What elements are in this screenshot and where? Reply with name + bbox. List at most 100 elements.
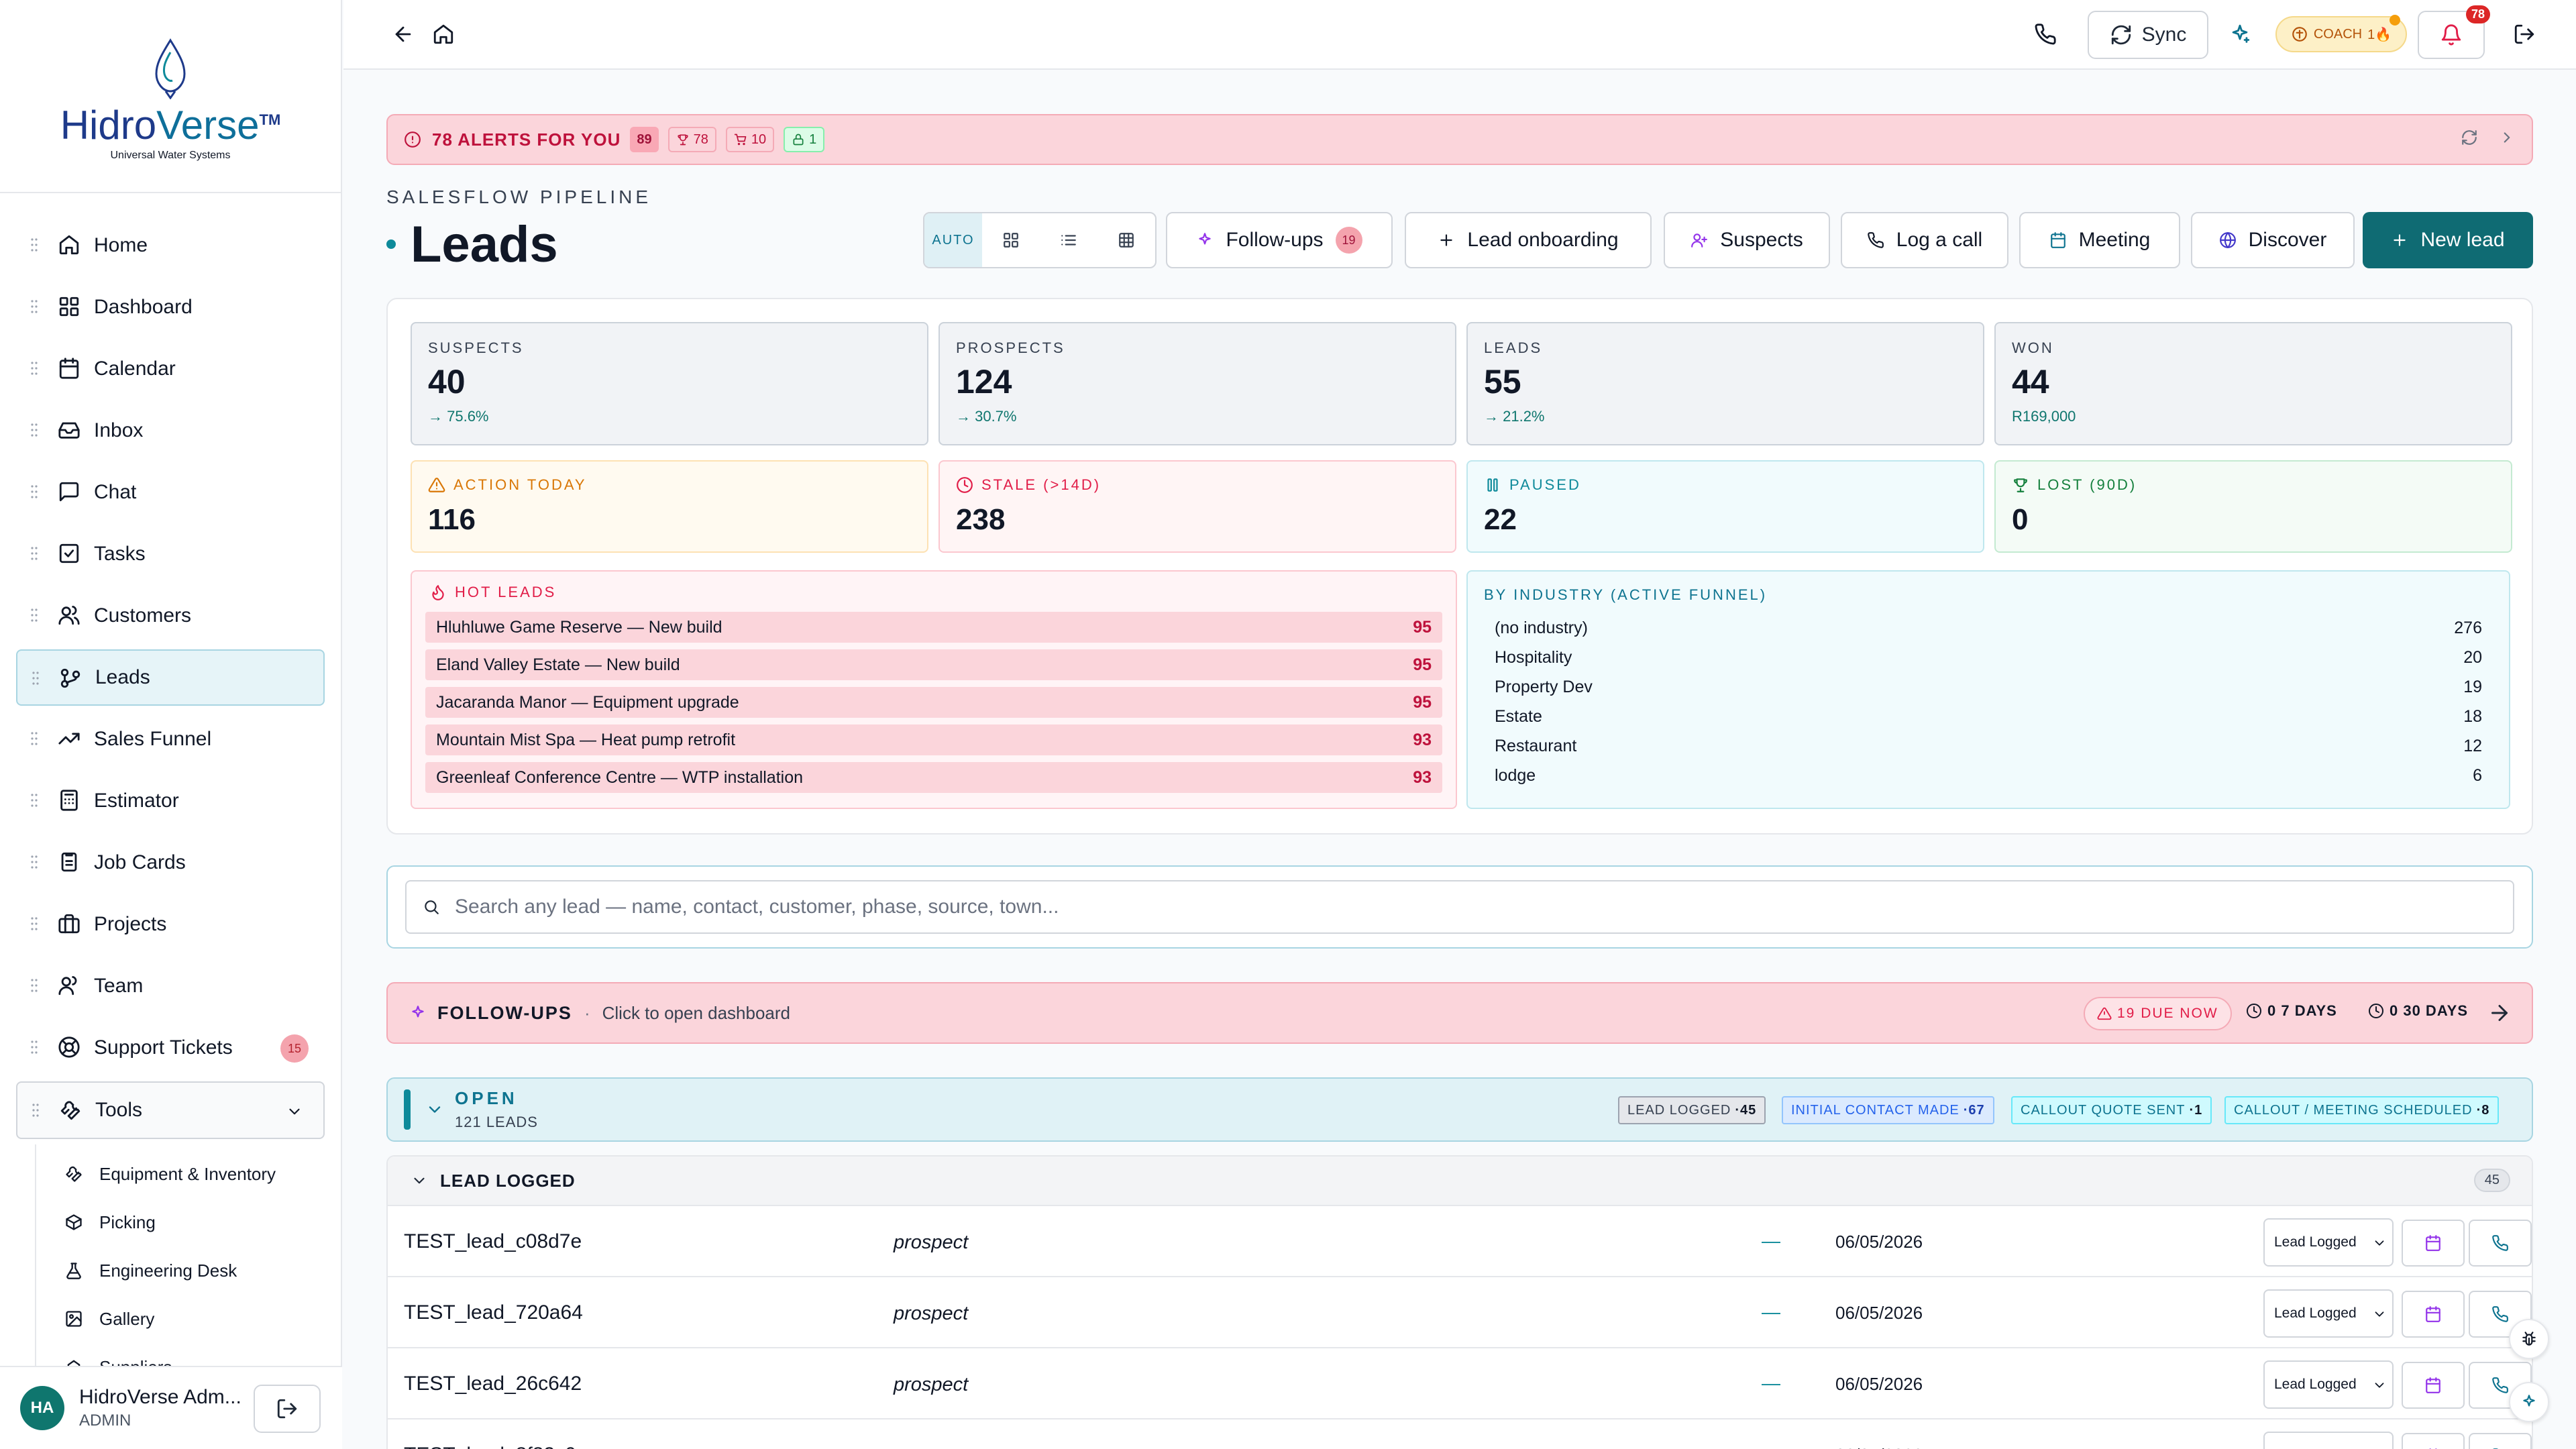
table-row[interactable]: TEST_lead_8f83c0 prospect — 06/05/2026 Lead …	[388, 1419, 2532, 1449]
drag-handle-icon[interactable]	[31, 916, 38, 931]
chevron-down-icon[interactable]	[411, 1172, 428, 1189]
schedule-button[interactable]	[2402, 1220, 2465, 1267]
view-grid-button[interactable]	[982, 213, 1040, 267]
chevron-right-icon[interactable]	[2498, 129, 2516, 146]
drag-handle-icon[interactable]	[31, 978, 38, 993]
new-lead-button[interactable]: New lead	[2363, 212, 2533, 268]
bug-report-button[interactable]	[2509, 1319, 2549, 1359]
drag-handle-icon[interactable]	[31, 484, 38, 499]
schedule-button[interactable]	[2402, 1291, 2465, 1338]
drag-handle-icon[interactable]	[31, 855, 38, 869]
coach-button[interactable]: COACH 1🔥	[2275, 15, 2407, 52]
sidebar-item-sales-funnel[interactable]: Sales Funnel	[16, 711, 325, 767]
drag-handle-icon[interactable]	[31, 546, 38, 561]
sidebar-item-customers[interactable]: Customers	[16, 588, 325, 644]
drag-handle-icon[interactable]	[31, 237, 38, 252]
phase-select[interactable]: Lead Logged	[2263, 1360, 2394, 1409]
sidebar-item-projects[interactable]: Projects	[16, 896, 325, 953]
hot-lead-row[interactable]: Jacaranda Manor — Equipment upgrade 95	[425, 687, 1442, 718]
industry-row[interactable]: Property Dev 19	[1484, 672, 2493, 702]
sidebar-item-dashboard[interactable]: Dashboard	[16, 279, 325, 335]
followups-bar[interactable]: FOLLOW-UPS · Click to open dashboard 19 …	[386, 982, 2533, 1044]
sync-button[interactable]: Sync	[2088, 11, 2208, 59]
followups-7-days[interactable]: 0 7 DAYS	[2246, 1002, 2337, 1020]
call-button[interactable]	[2469, 1220, 2532, 1267]
phase-select[interactable]: Lead Logged	[2263, 1289, 2394, 1338]
submenu-item-engineering-desk[interactable]: Engineering Desk	[64, 1246, 325, 1295]
avatar[interactable]: HA	[20, 1386, 64, 1430]
lead-name[interactable]: TEST_lead_8f83c0	[404, 1444, 576, 1449]
drag-handle-icon[interactable]	[31, 793, 38, 808]
sidebar-item-home[interactable]: Home	[16, 217, 325, 274]
lead-name[interactable]: TEST_lead_720a64	[404, 1301, 583, 1324]
sidebar-item-tasks[interactable]: Tasks	[16, 526, 325, 582]
sidebar-item-team[interactable]: Team	[16, 958, 325, 1014]
industry-row[interactable]: Estate 18	[1484, 702, 2493, 731]
phase-chip-initial-contact[interactable]: INITIAL CONTACT MADE ·67	[1782, 1096, 1994, 1124]
alerts-banner[interactable]: 78 ALERTS FOR YOU 89 78 10 1	[386, 114, 2533, 165]
log-call-button[interactable]: Log a call	[1841, 212, 2008, 268]
alerts-total-chip[interactable]: 89	[630, 127, 659, 152]
sidebar-item-tools[interactable]: Tools	[16, 1081, 325, 1139]
phase-select[interactable]: Lead Logged	[2263, 1218, 2394, 1267]
lead-onboarding-button[interactable]: Lead onboarding	[1405, 212, 1652, 268]
ai-assistant-button[interactable]	[2509, 1382, 2549, 1422]
alerts-cart-chip[interactable]: 10	[725, 127, 775, 152]
discover-button[interactable]: Discover	[2191, 212, 2355, 268]
phase-chip-callout-meeting[interactable]: CALLOUT / MEETING SCHEDULED ·8	[2224, 1096, 2500, 1124]
sidebar-item-inbox[interactable]: Inbox	[16, 402, 325, 459]
notifications-button[interactable]: 78	[2418, 5, 2490, 59]
mini-stat-action-today[interactable]: ACTION TODAY 116	[411, 460, 928, 553]
back-button[interactable]	[392, 23, 416, 47]
drag-handle-icon[interactable]	[31, 423, 38, 437]
alerts-lock-chip[interactable]: 1	[784, 127, 825, 152]
drag-handle-icon[interactable]	[31, 608, 38, 623]
sidebar-logout-button[interactable]	[254, 1385, 321, 1433]
view-auto-button[interactable]: AUTO	[924, 213, 982, 267]
schedule-button[interactable]	[2402, 1362, 2465, 1409]
sidebar-item-chat[interactable]: Chat	[16, 464, 325, 521]
suspects-button[interactable]: Suspects	[1664, 212, 1830, 268]
chevron-down-icon[interactable]	[425, 1100, 444, 1119]
phase-chip-callout-quote[interactable]: CALLOUT QUOTE SENT ·1	[2011, 1096, 2212, 1124]
search-box[interactable]	[405, 880, 2514, 934]
sidebar-item-job-cards[interactable]: Job Cards	[16, 835, 325, 891]
view-list-button[interactable]	[1040, 213, 1097, 267]
stat-card-suspects[interactable]: SUSPECTS 40 → 75.6%	[411, 322, 928, 445]
phase-select[interactable]: Lead Logged	[2263, 1432, 2394, 1449]
hot-lead-row[interactable]: Hluhluwe Game Reserve — New build 95	[425, 612, 1442, 643]
lead-name[interactable]: TEST_lead_c08d7e	[404, 1230, 582, 1252]
alerts-trophy-chip[interactable]: 78	[667, 127, 716, 152]
schedule-button[interactable]	[2402, 1433, 2465, 1449]
hot-lead-row[interactable]: Greenleaf Conference Centre — WTP instal…	[425, 762, 1442, 793]
stat-card-won[interactable]: WON 44 R169,000	[1994, 322, 2512, 445]
logout-button[interactable]	[2513, 23, 2537, 47]
followups-due-badge[interactable]: 19 DUE NOW	[2084, 997, 2232, 1030]
home-button[interactable]	[432, 23, 456, 47]
search-input[interactable]	[455, 896, 2400, 918]
drag-handle-icon[interactable]	[31, 361, 38, 376]
drag-handle-icon[interactable]	[32, 1103, 39, 1118]
mini-stat-paused[interactable]: PAUSED 22	[1466, 460, 1984, 553]
phase-chip-lead-logged[interactable]: LEAD LOGGED ·45	[1618, 1096, 1766, 1124]
mini-stat-stale[interactable]: STALE (>14D) 238	[938, 460, 1456, 553]
drag-handle-icon[interactable]	[31, 299, 38, 314]
sidebar-item-estimator[interactable]: Estimator	[16, 773, 325, 829]
industry-row[interactable]: Hospitality 20	[1484, 643, 2493, 672]
hot-lead-row[interactable]: Mountain Mist Spa — Heat pump retrofit 93	[425, 724, 1442, 755]
lead-logged-group-header[interactable]: LEAD LOGGED 45	[388, 1157, 2532, 1206]
table-row[interactable]: TEST_lead_c08d7e prospect — 06/05/2026 Lead …	[388, 1206, 2532, 1277]
drag-handle-icon[interactable]	[31, 1040, 38, 1055]
sidebar-item-support-tickets[interactable]: Support Tickets 15	[16, 1020, 325, 1076]
arrow-right-icon[interactable]	[2487, 1001, 2512, 1025]
stat-card-prospects[interactable]: PROSPECTS 124 → 30.7%	[938, 322, 1456, 445]
submenu-item-picking[interactable]: Picking	[64, 1198, 325, 1246]
meeting-button[interactable]: Meeting	[2019, 212, 2180, 268]
submenu-item-equipment-inventory[interactable]: Equipment & Inventory	[64, 1150, 325, 1198]
sidebar-item-leads[interactable]: Leads	[16, 649, 325, 706]
open-group-header[interactable]: OPEN 121 LEADS LEAD LOGGED ·45 INITIAL CO…	[386, 1077, 2533, 1142]
view-table-button[interactable]	[1097, 213, 1155, 267]
followups-button[interactable]: Follow-ups 19	[1166, 212, 1393, 268]
table-row[interactable]: TEST_lead_26c642 prospect — 06/05/2026 Lead …	[388, 1348, 2532, 1419]
submenu-item-gallery[interactable]: Gallery	[64, 1295, 325, 1343]
